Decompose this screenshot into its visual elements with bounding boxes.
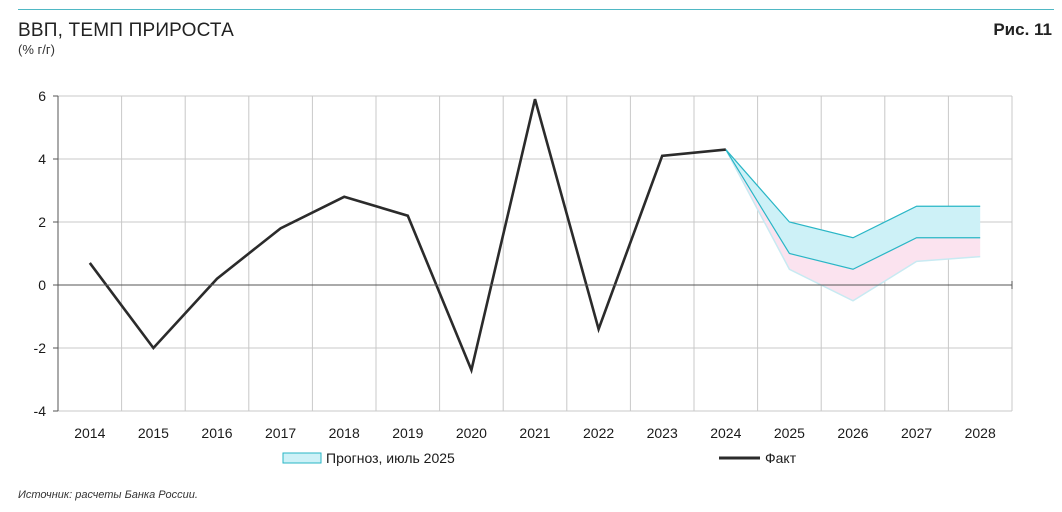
x-tick-label: 2026: [837, 425, 868, 441]
x-tick-label: 2016: [201, 425, 232, 441]
fact-line-layer: [88, 98, 726, 375]
chart-title: ВВП, ТЕМП ПРИРОСТА: [18, 20, 234, 41]
y-tick-label: 6: [38, 88, 46, 104]
legend-swatch-forecast: [282, 452, 322, 464]
x-tick-label: 2025: [774, 425, 805, 441]
x-tick-label: 2014: [74, 425, 105, 441]
chart-units-subtitle: (% г/г): [18, 42, 55, 57]
x-tick-label: 2024: [710, 425, 741, 441]
x-tick-label: 2021: [519, 425, 550, 441]
y-tick-label: 4: [38, 151, 46, 167]
x-tick-label: 2019: [392, 425, 423, 441]
source-note: Источник: расчеты Банка России.: [18, 489, 198, 501]
x-tick-label: 2015: [138, 425, 169, 441]
x-tick-label: 2017: [265, 425, 296, 441]
axis-layer: -4 -2 0 2 4 6 2014 2015 2016 2017 2018 2019 2020 2021…: [34, 88, 1013, 441]
forecast-band-layer: [725, 149, 981, 302]
x-tick-label: 2023: [647, 425, 678, 441]
x-tick-label: 2018: [329, 425, 360, 441]
top-accent-rule: [18, 9, 1054, 10]
x-tick-label: 2028: [965, 425, 996, 441]
y-tick-label: -2: [34, 340, 47, 356]
legend: Прогноз, июль 2025 Факт: [282, 450, 797, 466]
x-tick-label: 2020: [456, 425, 487, 441]
scenario-band-lower-edge: [725, 149, 981, 302]
y-tick-label: -4: [34, 403, 47, 419]
forecast-band-lower-edge: [725, 149, 981, 270]
x-tick-label: 2027: [901, 425, 932, 441]
legend-label-fact: Факт: [765, 450, 797, 466]
figure-label: Рис. 11: [993, 20, 1052, 39]
scenario-band: [725, 149, 981, 301]
forecast-band: [725, 149, 981, 270]
x-tick-label: 2022: [583, 425, 614, 441]
forecast-band-upper-edge: [725, 149, 981, 239]
y-tick-label: 0: [38, 277, 46, 293]
legend-label-forecast: Прогноз, июль 2025: [326, 450, 455, 466]
y-tick-label: 2: [38, 214, 46, 230]
